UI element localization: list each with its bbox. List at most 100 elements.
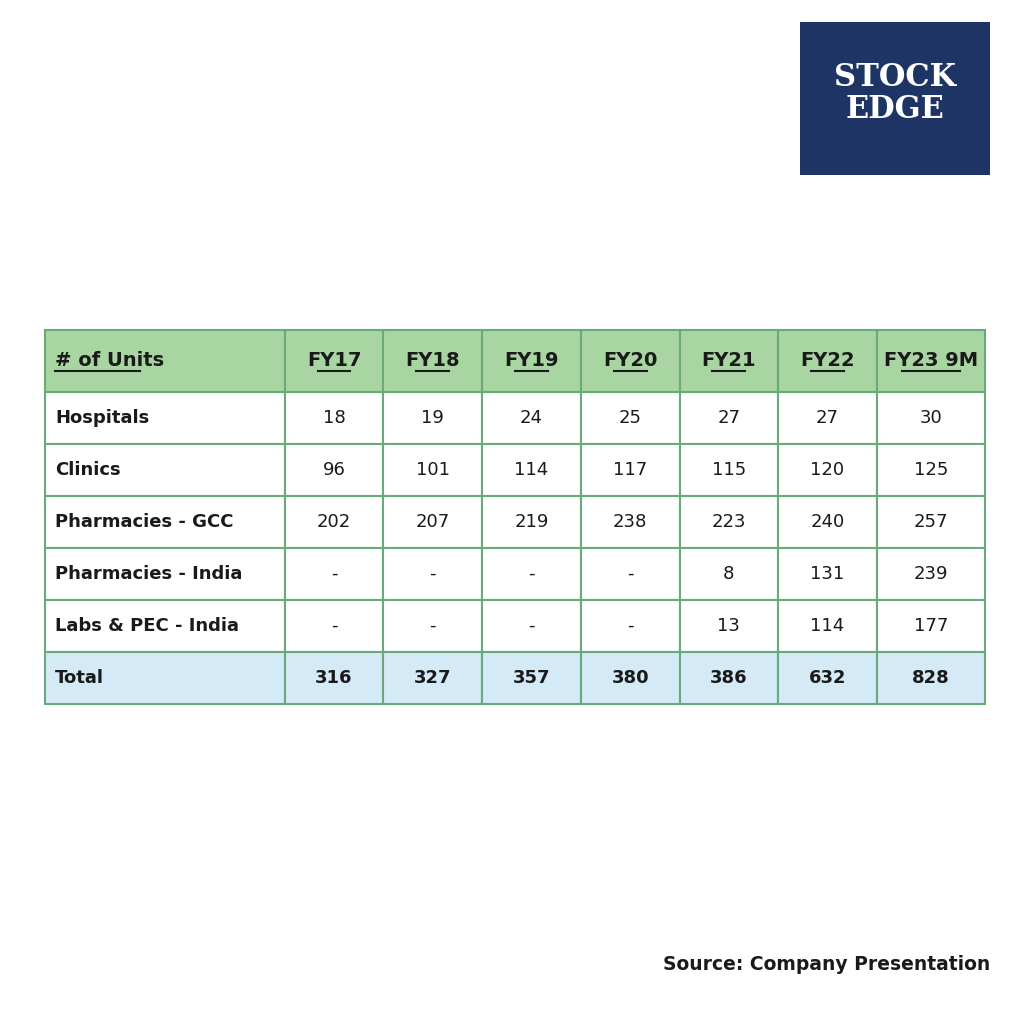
Bar (45, 330, 285, 392)
Text: 632: 632 (809, 669, 846, 687)
Bar (45, 548, 285, 600)
Bar (383, 444, 482, 496)
Text: 24: 24 (520, 409, 543, 427)
Bar (383, 652, 482, 705)
Bar (778, 548, 877, 600)
Text: 238: 238 (613, 513, 647, 531)
Bar (285, 652, 383, 705)
Text: 316: 316 (315, 669, 353, 687)
Bar (581, 330, 680, 392)
Bar (680, 444, 778, 496)
Text: FY19: FY19 (504, 351, 559, 371)
Text: Hospitals: Hospitals (55, 409, 150, 427)
Text: 27: 27 (816, 409, 839, 427)
Text: 115: 115 (712, 461, 745, 479)
Bar (680, 548, 778, 600)
Bar (877, 652, 985, 705)
Text: 327: 327 (414, 669, 452, 687)
Bar (581, 548, 680, 600)
Bar (877, 330, 985, 392)
Text: 177: 177 (913, 617, 948, 635)
Text: -: - (627, 565, 634, 583)
Text: 120: 120 (810, 461, 845, 479)
Bar (581, 444, 680, 496)
Text: 257: 257 (913, 513, 948, 531)
Text: -: - (429, 617, 436, 635)
Bar (778, 652, 877, 705)
Text: 101: 101 (416, 461, 450, 479)
Bar (45, 444, 285, 496)
Bar (383, 600, 482, 652)
Bar (383, 548, 482, 600)
Bar (778, 600, 877, 652)
Bar (877, 548, 985, 600)
Text: STOCK
EDGE: STOCK EDGE (834, 61, 956, 125)
Bar (45, 652, 285, 705)
Text: FY22: FY22 (800, 351, 855, 371)
Bar (581, 652, 680, 705)
Text: 30: 30 (920, 409, 942, 427)
Bar (680, 600, 778, 652)
Text: 8: 8 (723, 565, 734, 583)
Text: FY17: FY17 (307, 351, 361, 371)
Text: 828: 828 (912, 669, 950, 687)
Bar (482, 392, 581, 444)
Text: -: - (331, 617, 337, 635)
Text: Source: Company Presentation: Source: Company Presentation (663, 954, 990, 974)
Text: FY21: FY21 (701, 351, 756, 371)
Bar (680, 652, 778, 705)
Bar (482, 330, 581, 392)
Text: Pharmacies - GCC: Pharmacies - GCC (55, 513, 233, 531)
Text: 219: 219 (514, 513, 549, 531)
Bar (285, 330, 383, 392)
Text: 380: 380 (611, 669, 649, 687)
Text: -: - (627, 617, 634, 635)
Bar (680, 496, 778, 548)
Bar (778, 496, 877, 548)
Bar (45, 600, 285, 652)
Text: 114: 114 (810, 617, 845, 635)
Text: Total: Total (55, 669, 104, 687)
Text: 239: 239 (913, 565, 948, 583)
Bar (285, 392, 383, 444)
Text: -: - (528, 617, 535, 635)
Bar (778, 330, 877, 392)
Bar (45, 496, 285, 548)
Bar (285, 600, 383, 652)
Text: 240: 240 (810, 513, 845, 531)
Bar (680, 330, 778, 392)
Bar (482, 444, 581, 496)
Text: Clinics: Clinics (55, 461, 121, 479)
Bar (383, 330, 482, 392)
Text: 125: 125 (913, 461, 948, 479)
Bar (581, 600, 680, 652)
Bar (482, 600, 581, 652)
Text: 96: 96 (323, 461, 345, 479)
Bar (285, 548, 383, 600)
Bar (482, 548, 581, 600)
Bar (877, 444, 985, 496)
Text: -: - (429, 565, 436, 583)
Bar (877, 496, 985, 548)
Text: 131: 131 (810, 565, 845, 583)
Text: FY18: FY18 (406, 351, 460, 371)
Bar (778, 392, 877, 444)
Bar (45, 392, 285, 444)
Text: 207: 207 (416, 513, 450, 531)
Text: 18: 18 (323, 409, 345, 427)
Bar (581, 392, 680, 444)
Bar (680, 392, 778, 444)
Bar (285, 496, 383, 548)
Bar (877, 600, 985, 652)
Text: 357: 357 (513, 669, 550, 687)
Bar (383, 496, 482, 548)
Text: 386: 386 (710, 669, 748, 687)
Bar (877, 392, 985, 444)
Bar (285, 444, 383, 496)
Text: 114: 114 (514, 461, 549, 479)
Text: 13: 13 (718, 617, 740, 635)
Text: -: - (528, 565, 535, 583)
Text: 25: 25 (618, 409, 642, 427)
Text: -: - (331, 565, 337, 583)
Text: 223: 223 (712, 513, 746, 531)
